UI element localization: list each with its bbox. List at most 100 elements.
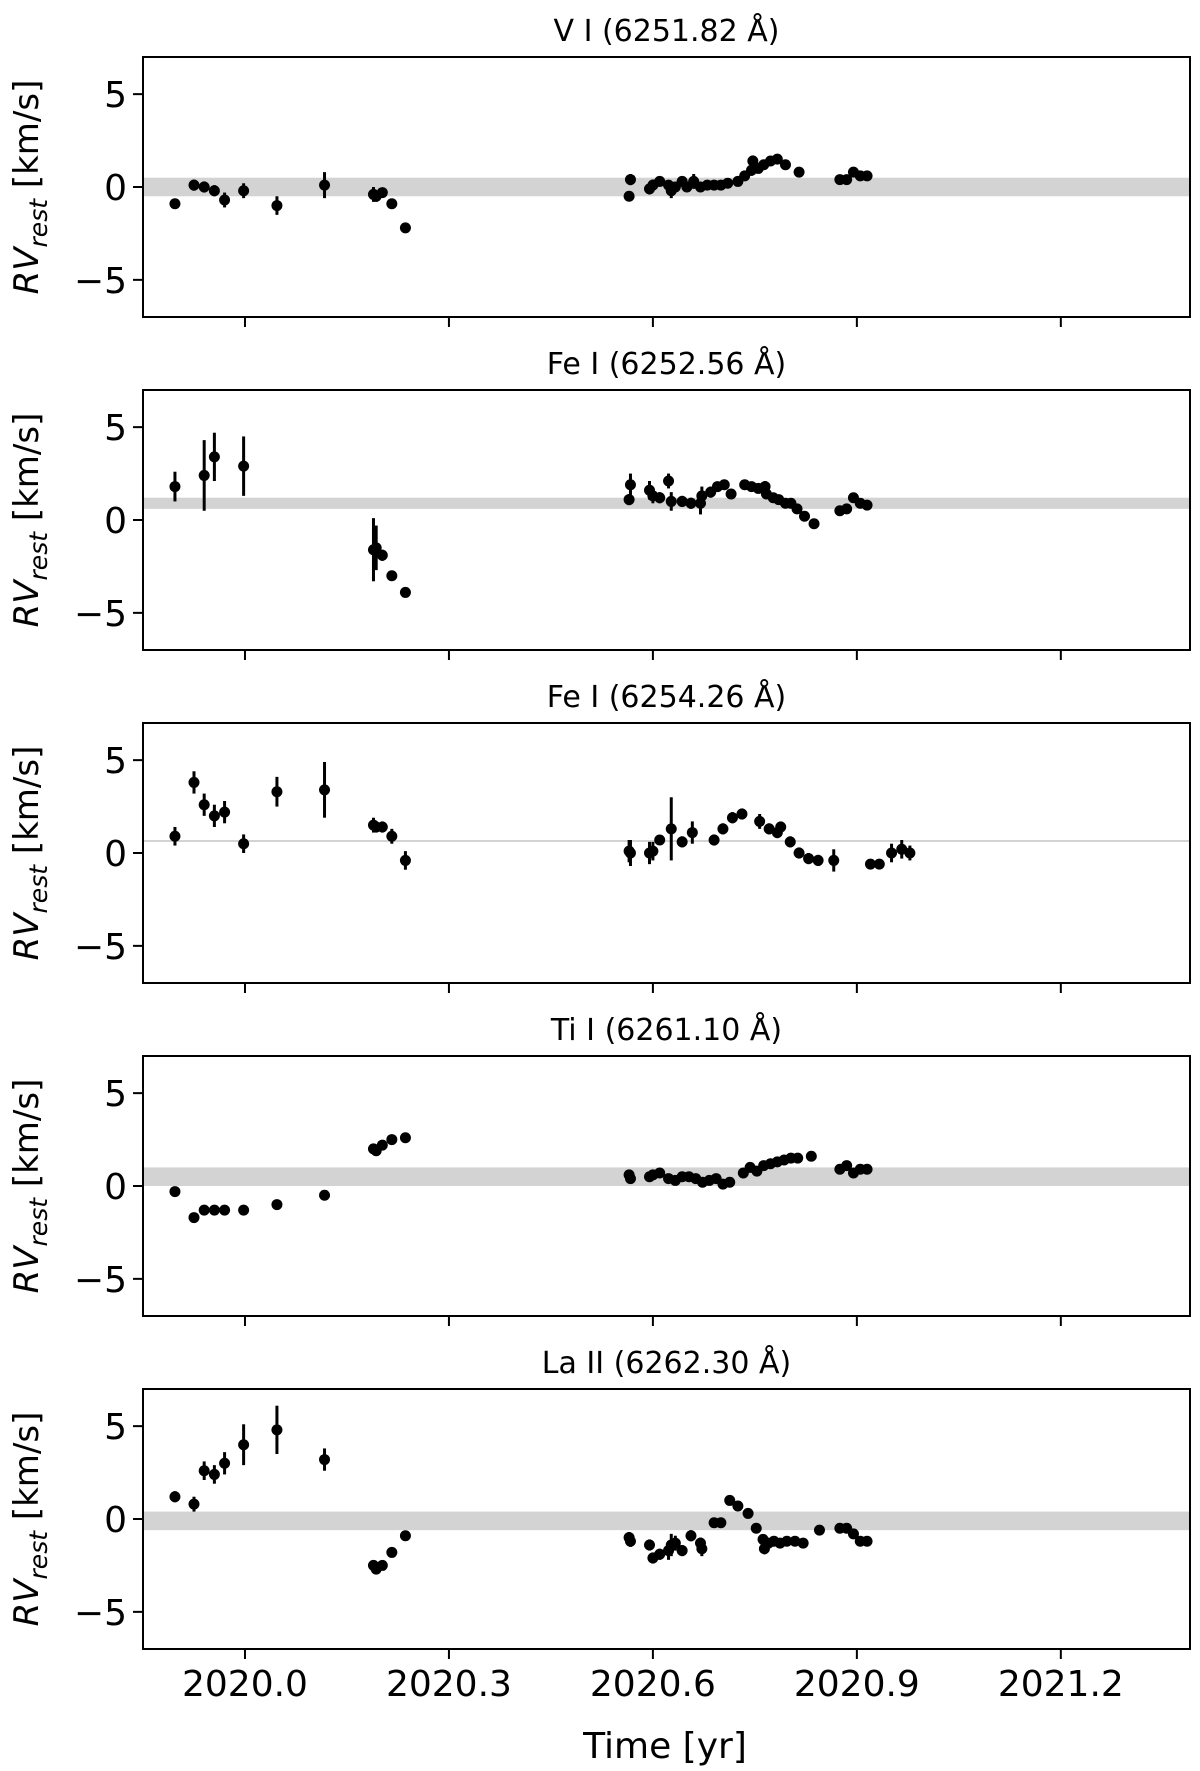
data-point <box>644 1539 656 1551</box>
marker <box>736 808 748 820</box>
data-point <box>399 1132 411 1144</box>
marker <box>724 1494 736 1506</box>
data-point <box>198 1204 210 1216</box>
marker <box>722 177 734 189</box>
data-point <box>376 821 388 833</box>
marker <box>725 488 737 500</box>
data-point <box>676 836 688 848</box>
data-point <box>386 198 398 210</box>
data-point <box>654 834 666 846</box>
marker <box>271 1424 283 1436</box>
data-point <box>676 495 688 507</box>
y-tick-label: −5 <box>74 1260 127 1301</box>
data-point <box>715 1517 727 1529</box>
data-point <box>792 1152 804 1164</box>
marker <box>271 786 283 798</box>
y-tick-label: 5 <box>104 1074 127 1115</box>
marker <box>169 481 181 493</box>
marker <box>696 490 708 502</box>
data-point <box>169 827 181 846</box>
marker <box>319 784 331 796</box>
x-tick-label: 2020.6 <box>590 1664 716 1705</box>
data-point <box>386 570 398 582</box>
data-point <box>781 1535 793 1547</box>
marker <box>376 187 388 199</box>
y-tick-label: 0 <box>104 501 127 542</box>
data-point <box>724 1176 736 1188</box>
marker <box>861 499 873 511</box>
marker <box>654 834 666 846</box>
panels: V I (6251.82 Å) −5 0 5 RVrest [km/s] Fe I (62… <box>7 13 1191 1705</box>
data-point <box>319 762 331 818</box>
data-point <box>717 823 729 835</box>
marker <box>399 586 411 598</box>
marker <box>696 1543 708 1555</box>
marker <box>805 1150 817 1162</box>
data-point <box>188 771 200 794</box>
panel-2: Fe I (6252.56 Å) −5 0 5 RVrest [km/s] <box>7 346 1191 660</box>
data-point <box>861 1163 873 1175</box>
marker <box>717 823 729 835</box>
data-point <box>736 808 748 820</box>
data-point <box>319 1448 331 1471</box>
data-point <box>886 843 898 863</box>
data-point <box>742 1507 754 1519</box>
data-point <box>799 510 811 522</box>
marker <box>208 1204 220 1216</box>
marker <box>732 1500 744 1512</box>
marker <box>169 1186 181 1198</box>
data-point <box>169 1186 181 1198</box>
data-point <box>219 801 231 824</box>
marker <box>654 492 666 504</box>
marker <box>750 1522 762 1534</box>
data-point <box>238 183 250 199</box>
data-point <box>686 821 698 844</box>
data-point <box>188 1496 200 1512</box>
marker <box>864 858 876 870</box>
marker <box>654 1167 666 1179</box>
marker <box>665 495 677 507</box>
x-tick-label: 2020.9 <box>794 1664 920 1705</box>
y-tick-label: 0 <box>104 168 127 209</box>
marker <box>676 836 688 848</box>
panel-title: Fe I (6252.56 Å) <box>547 346 787 382</box>
data-point <box>754 814 766 829</box>
data-point <box>219 1204 231 1216</box>
marker <box>742 1507 754 1519</box>
marker <box>654 1548 666 1560</box>
marker <box>188 776 200 788</box>
marker <box>718 479 730 491</box>
y-tick-label: 0 <box>104 834 127 875</box>
data-point <box>238 834 250 853</box>
y-tick-label: −5 <box>74 261 127 302</box>
data-point <box>198 440 210 511</box>
y-axis-label: RVrest [km/s] <box>7 746 53 961</box>
data-point <box>808 518 820 530</box>
marker <box>841 1160 853 1172</box>
marker <box>792 1152 804 1164</box>
data-point <box>169 471 181 502</box>
data-point <box>861 170 873 182</box>
data-point <box>803 853 815 865</box>
y-axis-label: RVrest [km/s] <box>7 1412 53 1627</box>
marker <box>676 1545 688 1557</box>
data-point <box>198 793 210 816</box>
marker <box>841 503 853 515</box>
data-point <box>708 834 720 846</box>
marker <box>812 854 824 866</box>
data-point <box>696 1541 708 1557</box>
data-point <box>779 159 791 171</box>
marker <box>624 1535 636 1547</box>
data-point <box>188 179 200 191</box>
marker <box>797 1537 809 1549</box>
axes-frame <box>142 56 1191 318</box>
marker <box>803 853 815 865</box>
marker <box>238 838 250 850</box>
marker <box>376 549 388 561</box>
marker <box>779 159 791 171</box>
marker <box>685 497 697 509</box>
panel-title: V I (6251.82 Å) <box>554 13 780 49</box>
data-point <box>208 185 220 197</box>
data-point <box>861 1535 873 1547</box>
marker <box>219 194 231 206</box>
